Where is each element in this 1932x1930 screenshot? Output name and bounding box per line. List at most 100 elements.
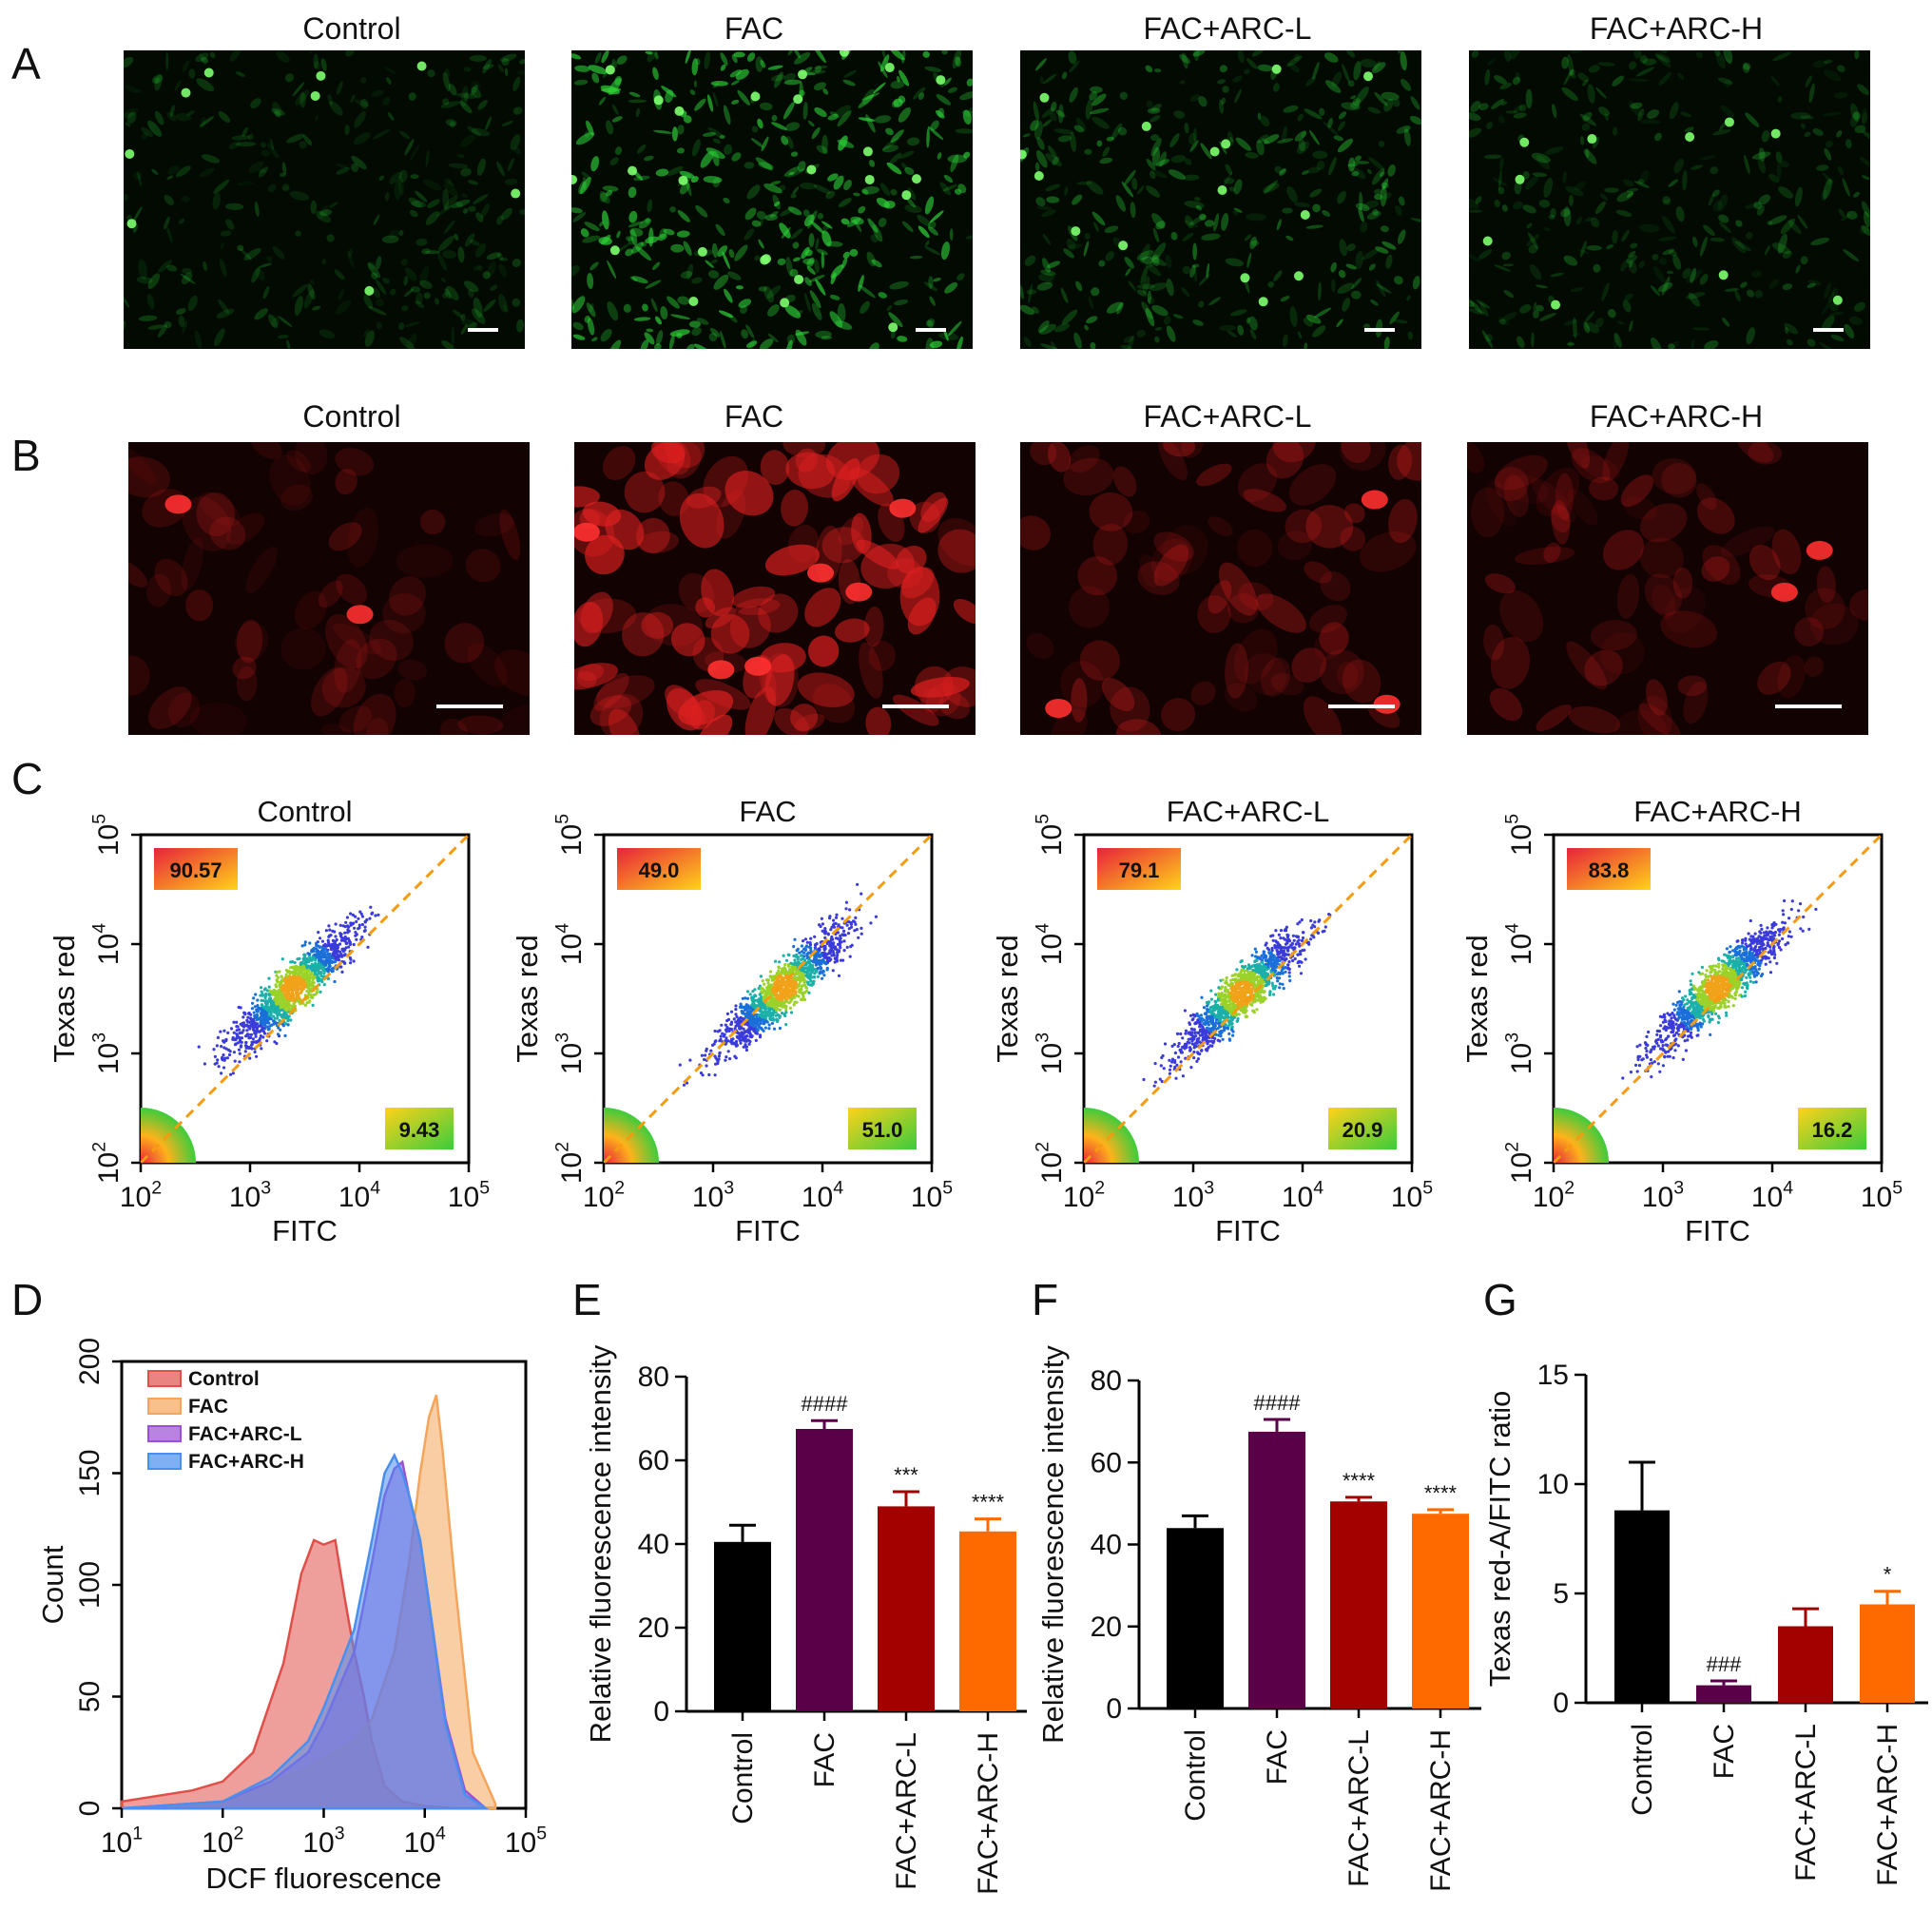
event-point <box>744 1043 746 1046</box>
event-point <box>795 983 798 986</box>
event-point <box>741 1035 744 1038</box>
event-point <box>244 1050 247 1052</box>
event-point <box>800 975 802 978</box>
event-point <box>860 893 862 896</box>
bright-cell <box>1806 541 1833 560</box>
event-point <box>329 934 332 936</box>
event-point <box>838 975 840 977</box>
event-point <box>688 1059 691 1062</box>
event-point <box>1195 1060 1198 1063</box>
x-tick-label: 104 <box>338 1178 380 1214</box>
bright-cell <box>1240 273 1249 282</box>
green-micrograph-canvas <box>1020 50 1421 349</box>
event-point <box>346 928 349 931</box>
event-point <box>828 917 831 919</box>
bright-cell <box>1221 139 1230 148</box>
event-point <box>277 1006 280 1009</box>
bright-cell <box>1725 117 1734 126</box>
event-point <box>248 1036 251 1039</box>
event-point <box>744 996 746 999</box>
bright-cell <box>1483 237 1493 246</box>
y-tick-label: 104 <box>552 923 589 965</box>
event-point <box>232 1021 235 1024</box>
event-point <box>268 996 271 999</box>
event-point <box>782 955 785 957</box>
event-point <box>839 940 841 943</box>
event-point <box>757 1023 760 1026</box>
event-point <box>736 1024 739 1027</box>
event-point <box>282 1024 285 1027</box>
event-point <box>820 925 822 928</box>
event-point <box>245 1047 248 1050</box>
event-point <box>796 973 799 975</box>
event-point <box>763 1030 765 1033</box>
event-point <box>328 953 331 955</box>
event-point <box>273 1040 276 1043</box>
event-point <box>268 986 271 989</box>
event-point <box>748 1043 751 1046</box>
event-point <box>730 1038 733 1041</box>
event-point <box>770 1003 773 1006</box>
event-point <box>356 933 358 936</box>
event-point <box>781 995 783 998</box>
event-point <box>272 1007 275 1010</box>
event-point <box>739 1020 742 1023</box>
event-point <box>679 1064 682 1067</box>
event-point <box>220 1045 222 1048</box>
panel-b-image-fac <box>574 442 976 735</box>
event-point <box>752 1028 755 1031</box>
event-point <box>229 1073 232 1076</box>
event-point <box>765 993 768 995</box>
event-point <box>216 1062 219 1065</box>
event-point <box>836 956 839 959</box>
event-point <box>760 1014 763 1017</box>
event-point <box>820 953 822 955</box>
event-point <box>335 947 338 950</box>
event-point <box>319 936 321 939</box>
event-point <box>285 974 288 976</box>
event-point <box>782 976 785 979</box>
event-point <box>726 1013 729 1015</box>
panel-a-title-control: Control <box>147 11 556 47</box>
event-point <box>323 954 326 956</box>
event-point <box>268 1028 271 1031</box>
density-plot-title: FAC+ARC-L <box>1167 795 1329 828</box>
event-point <box>781 1012 783 1014</box>
event-point <box>784 1011 787 1013</box>
y-tick-label: 102 <box>552 1142 589 1184</box>
event-point <box>841 959 844 962</box>
event-point <box>357 926 360 929</box>
event-point <box>261 991 263 994</box>
event-point <box>803 967 806 970</box>
event-point <box>272 1001 275 1004</box>
event-point <box>753 994 756 996</box>
event-point <box>267 977 270 980</box>
event-point <box>739 1039 742 1042</box>
event-point <box>291 992 294 994</box>
event-point <box>843 949 846 952</box>
event-point <box>316 976 319 979</box>
density-plot-title: FAC <box>739 795 796 828</box>
event-point <box>316 954 319 956</box>
event-point <box>783 996 786 999</box>
event-point <box>241 1032 243 1034</box>
event-point <box>760 975 763 977</box>
event-point <box>804 949 807 952</box>
event-point <box>785 959 788 962</box>
x-tick-label: 105 <box>448 1178 490 1214</box>
event-point <box>318 965 320 968</box>
event-point <box>355 938 357 941</box>
event-point <box>802 984 804 987</box>
green-micrograph-canvas <box>1469 50 1870 349</box>
bright-cell <box>125 149 134 159</box>
event-point <box>776 978 779 981</box>
bright-cell <box>1039 93 1049 103</box>
scale-bar <box>468 328 498 332</box>
event-point <box>307 970 310 973</box>
event-point <box>238 1049 241 1052</box>
event-point <box>725 1039 728 1042</box>
event-point <box>730 1011 733 1013</box>
event-point <box>734 1008 737 1011</box>
event-point <box>852 919 855 922</box>
event-point <box>320 960 323 963</box>
